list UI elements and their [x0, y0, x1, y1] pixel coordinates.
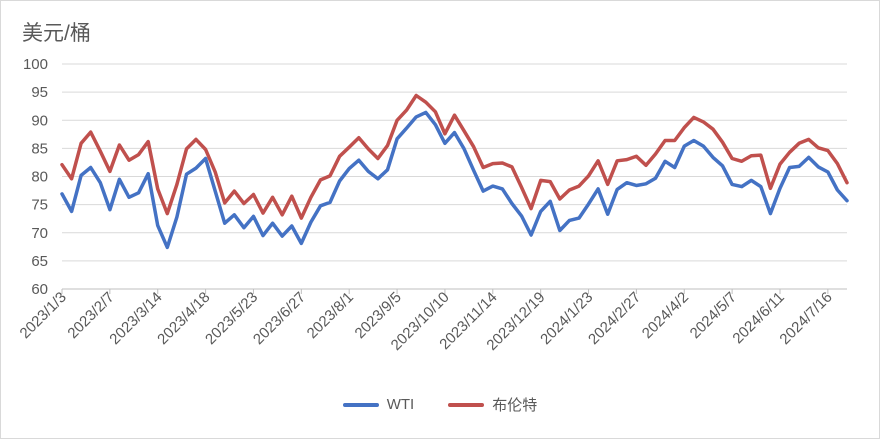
y-tick-label: 100	[23, 56, 48, 73]
legend-swatch-wti	[342, 402, 379, 407]
y-tick-label: 75	[31, 197, 48, 214]
y-tick-label: 60	[31, 281, 48, 298]
y-axis-tick-labels: 60 65 70 75 80 85 90 95 100	[23, 56, 48, 298]
legend-item-brent: 布伦特	[448, 394, 537, 415]
series-line-brent	[60, 93, 849, 220]
series-lines	[60, 93, 849, 250]
series-line-wti	[60, 110, 849, 250]
y-tick-label: 95	[31, 84, 48, 101]
gridlines	[62, 63, 847, 290]
y-tick-label: 85	[31, 140, 48, 157]
legend: WTI 布伦特	[0, 394, 880, 415]
legend-item-wti: WTI	[342, 396, 415, 413]
legend-label-brent: 布伦特	[492, 397, 538, 414]
y-tick-label: 65	[31, 253, 48, 270]
legend-label-wti: WTI	[386, 396, 415, 413]
legend-swatch-brent	[448, 402, 485, 407]
y-tick-label: 80	[31, 169, 48, 186]
y-tick-label: 70	[31, 225, 48, 242]
y-tick-label: 90	[31, 112, 48, 129]
y-axis-unit-label: 美元/桶	[22, 22, 91, 45]
